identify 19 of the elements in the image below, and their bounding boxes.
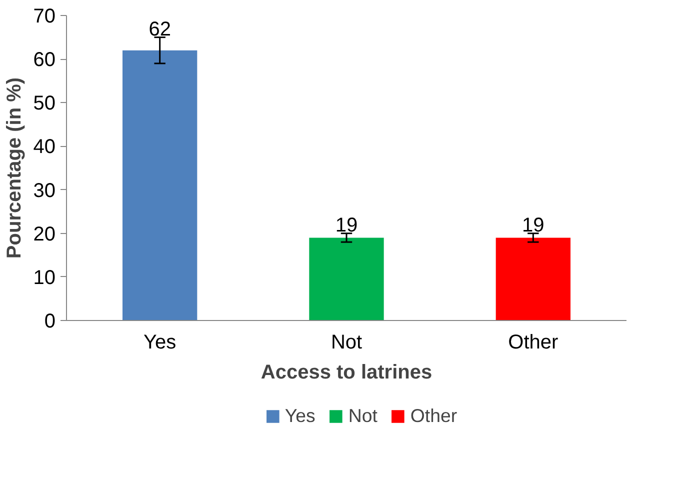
data-label: 19 [335,214,358,236]
y-axis-title: Pourcentage (in %) [3,77,26,259]
x-axis-title: Access to latrines [260,362,432,384]
y-tick-label: 20 [33,223,56,246]
x-tick-label: Other [508,332,559,354]
y-tick-label: 0 [44,310,56,332]
y-tick-label: 40 [33,136,56,158]
x-tick-label: Yes [144,332,176,354]
y-tick-label: 60 [33,49,56,72]
y-tick-label: 50 [33,92,56,115]
y-tick-label: 70 [33,6,56,28]
data-label: 62 [148,18,171,40]
data-label: 19 [522,214,544,236]
legend-label: Not [348,405,378,427]
y-tick-label: 30 [33,180,56,202]
x-tick-label: Not [330,332,363,354]
y-tick-label: 10 [33,266,56,289]
legend-label: Other [410,405,458,427]
legend-label: Yes [284,405,316,427]
